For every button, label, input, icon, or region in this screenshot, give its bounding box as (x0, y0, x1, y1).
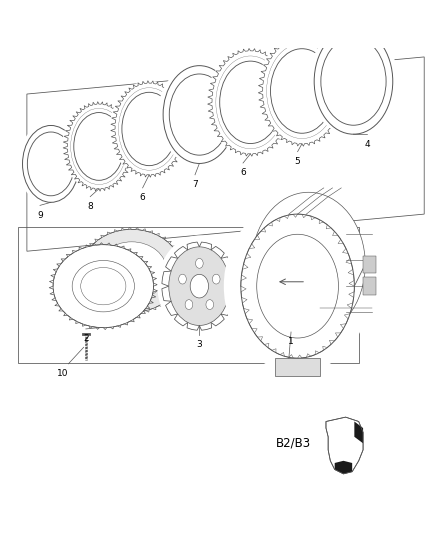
Ellipse shape (224, 200, 371, 373)
Ellipse shape (62, 102, 136, 191)
Text: 7: 7 (192, 180, 198, 189)
Ellipse shape (207, 49, 294, 156)
Ellipse shape (257, 36, 347, 146)
Ellipse shape (252, 192, 365, 336)
Ellipse shape (195, 259, 203, 268)
Text: 9: 9 (37, 211, 43, 220)
Text: 10: 10 (57, 369, 69, 378)
Ellipse shape (309, 26, 398, 136)
Ellipse shape (81, 229, 182, 312)
Text: 5: 5 (295, 157, 300, 166)
Text: 1: 1 (288, 337, 294, 346)
Ellipse shape (179, 274, 186, 284)
Ellipse shape (96, 242, 167, 300)
Ellipse shape (157, 236, 241, 337)
Text: 2: 2 (83, 334, 88, 343)
Ellipse shape (206, 300, 214, 310)
Text: 4: 4 (365, 140, 370, 149)
Polygon shape (53, 271, 182, 286)
Ellipse shape (72, 261, 134, 312)
Ellipse shape (212, 274, 220, 284)
Text: 3: 3 (197, 340, 202, 349)
Polygon shape (275, 358, 320, 376)
Text: B2/B3: B2/B3 (276, 437, 311, 450)
Ellipse shape (110, 81, 189, 177)
Ellipse shape (169, 247, 230, 326)
Polygon shape (354, 422, 363, 443)
Ellipse shape (17, 123, 85, 205)
Text: 6: 6 (140, 193, 145, 202)
Polygon shape (363, 277, 376, 295)
Ellipse shape (190, 274, 208, 298)
Ellipse shape (185, 300, 193, 310)
Ellipse shape (241, 214, 354, 358)
Ellipse shape (257, 235, 339, 338)
Polygon shape (363, 256, 376, 273)
Ellipse shape (81, 268, 126, 305)
Polygon shape (335, 461, 352, 474)
Ellipse shape (158, 63, 241, 166)
Text: 8: 8 (87, 202, 93, 211)
Polygon shape (326, 417, 363, 474)
Ellipse shape (53, 245, 153, 328)
Text: 6: 6 (240, 168, 246, 177)
